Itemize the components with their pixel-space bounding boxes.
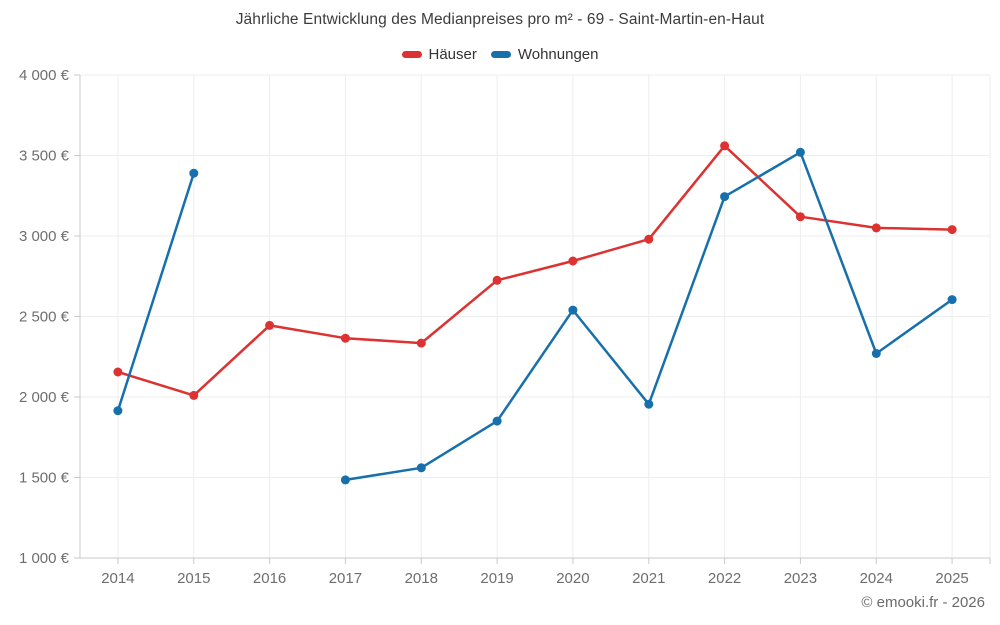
haeuser-series-swatch-icon <box>401 51 422 58</box>
wohnungen-series-swatch-icon <box>490 51 511 58</box>
data-point[interactable] <box>871 349 881 358</box>
x-axis-label: 2014 <box>101 570 134 587</box>
data-point[interactable] <box>189 168 199 178</box>
x-axis-label: 2023 <box>784 570 817 587</box>
data-point[interactable] <box>720 192 730 202</box>
x-axis-label: 2022 <box>708 570 741 587</box>
footer-credit: © emooki.fr - 2026 <box>861 594 985 611</box>
data-point[interactable] <box>113 406 123 416</box>
data-point[interactable] <box>265 320 275 330</box>
data-point[interactable] <box>492 416 502 426</box>
data-point[interactable] <box>947 225 957 235</box>
legend-item-wohnungen[interactable]: Wohnungen <box>490 46 599 63</box>
x-axis-label: 2020 <box>556 570 589 587</box>
y-axis-label: 2 500 € <box>19 309 70 326</box>
x-axis-label: 2015 <box>177 570 210 587</box>
data-point[interactable] <box>568 256 578 266</box>
data-point[interactable] <box>189 390 199 400</box>
data-point[interactable] <box>795 147 805 157</box>
y-axis-label: 3 500 € <box>19 148 70 165</box>
data-point[interactable] <box>720 141 730 151</box>
data-point[interactable] <box>795 212 805 222</box>
data-point[interactable] <box>340 475 350 485</box>
chart-title: Jährliche Entwicklung des Medianpreises … <box>235 11 765 28</box>
data-point[interactable] <box>113 367 123 377</box>
x-axis-label: 2019 <box>480 570 513 587</box>
data-point[interactable] <box>568 305 578 315</box>
data-point[interactable] <box>644 234 654 244</box>
legend-label-wohnungen: Wohnungen <box>517 46 599 63</box>
x-axis-label: 2021 <box>632 570 665 587</box>
x-axis-label: 2024 <box>860 570 893 587</box>
legend-label-haeuser: Häuser <box>428 46 477 63</box>
legend-item-haeuser[interactable]: Häuser <box>401 46 477 63</box>
y-axis-label: 4 000 € <box>19 67 70 84</box>
series-line-häuser <box>116 144 954 397</box>
y-axis-label: 1 000 € <box>19 550 70 567</box>
chart-legend: Häuser Wohnungen <box>0 46 1000 63</box>
data-point[interactable] <box>871 223 881 233</box>
data-point[interactable] <box>644 399 654 409</box>
x-axis-label: 2018 <box>405 570 438 587</box>
data-point[interactable] <box>416 338 426 348</box>
x-axis-label: 2016 <box>253 570 286 587</box>
y-axis-label: 1 500 € <box>19 470 70 487</box>
y-axis-label: 3 000 € <box>19 228 70 245</box>
data-point[interactable] <box>492 275 502 285</box>
y-axis-label: 2 000 € <box>19 389 70 406</box>
data-point[interactable] <box>416 463 426 473</box>
data-point[interactable] <box>947 295 957 305</box>
data-point[interactable] <box>340 333 350 343</box>
x-axis-label: 2017 <box>329 570 362 587</box>
x-axis-label: 2025 <box>935 570 968 587</box>
